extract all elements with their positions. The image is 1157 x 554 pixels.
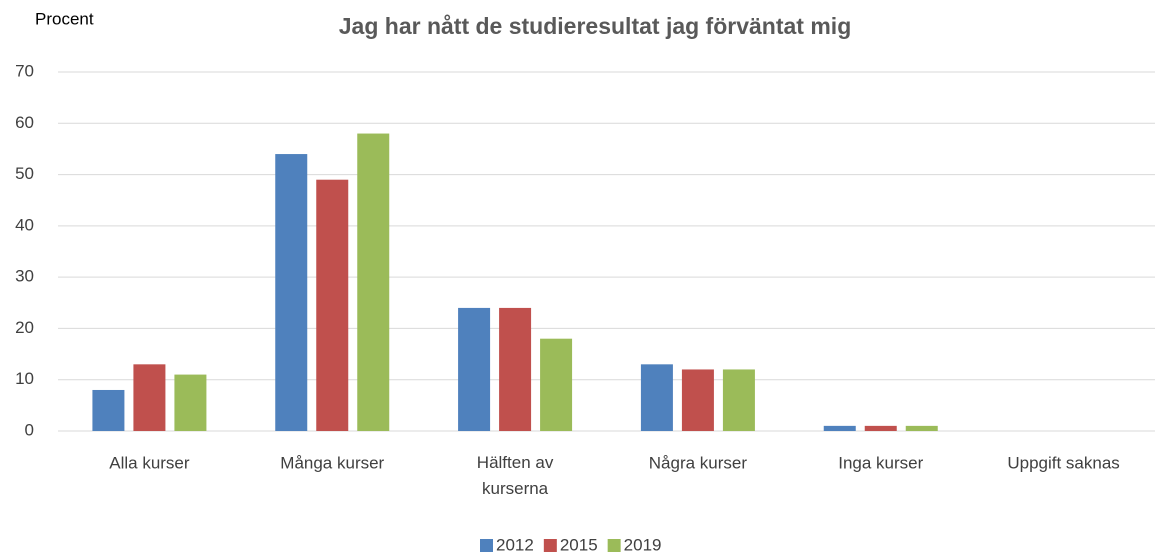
y-tick-label: 10 [15,369,34,388]
legend-label: 2015 [560,535,598,554]
chart-title: Jag har nått de studieresultat jag förvä… [339,13,852,39]
y-tick-label: 40 [15,215,34,234]
x-tick-label: Uppgift saknas [1007,453,1119,472]
bar [357,133,390,432]
bar [133,364,166,431]
legend-label: 2019 [624,535,662,554]
bar [275,154,308,432]
bar [316,179,349,431]
bar [722,369,755,431]
x-tick-label: Hälften av kurserna [477,453,554,498]
y-tick-label: 60 [15,113,34,132]
bar [92,389,125,431]
bar [499,307,532,431]
y-axis-label: Procent [35,9,94,28]
bar [905,425,938,431]
bar [540,338,573,431]
y-tick-label: 70 [15,61,34,80]
x-tick-label: Alla kurser [109,453,190,472]
x-tick-label: Inga kurser [838,453,923,472]
bar [174,374,207,431]
legend-swatch [543,539,557,552]
bar [640,364,673,431]
bar [681,369,714,431]
legend-swatch [480,539,493,552]
x-tick-label: Några kurser [649,453,748,472]
bar [458,307,491,431]
y-tick-label: 30 [15,267,34,286]
legend-label: 2012 [496,535,534,554]
bar [864,425,897,431]
x-tick-label: Många kurser [280,453,384,472]
legend-swatch [607,539,621,552]
y-tick-label: 0 [25,420,34,439]
y-tick-label: 50 [15,164,34,183]
y-tick-label: 20 [15,318,34,337]
bar [823,425,856,431]
